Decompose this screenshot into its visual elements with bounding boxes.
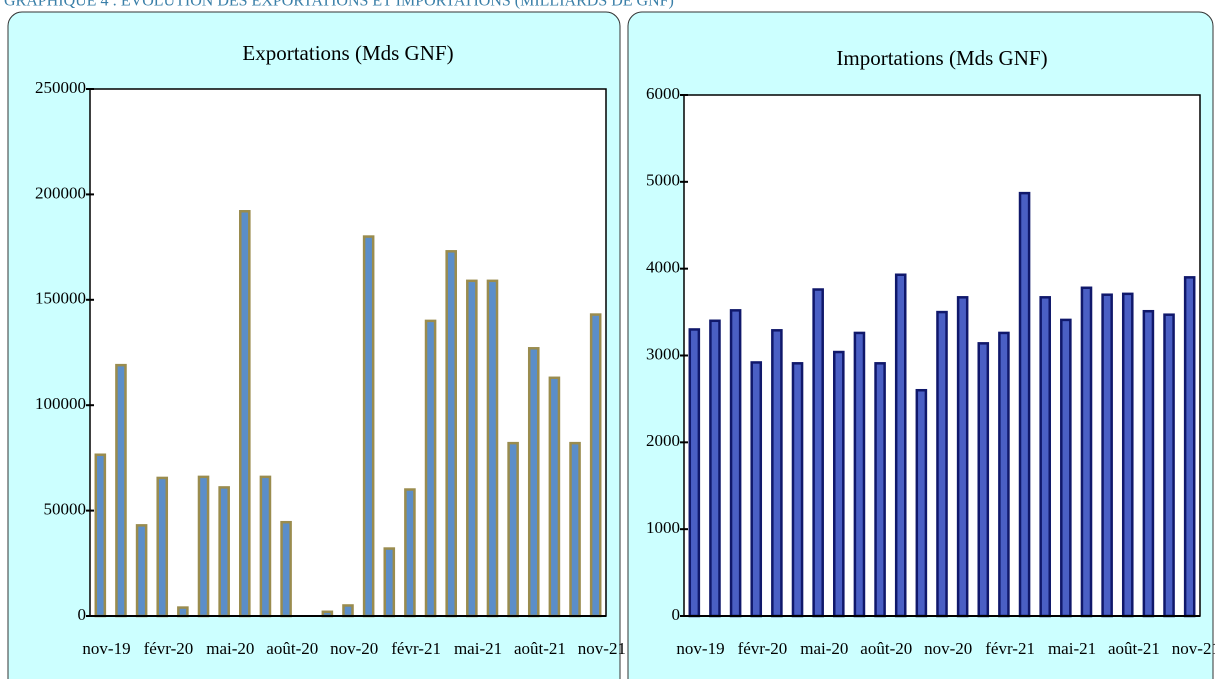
plot-area (89, 88, 607, 617)
bar (404, 488, 416, 618)
x-tick-label: août-20 (266, 639, 318, 658)
y-tick-label: 100000 (35, 394, 86, 413)
page-title: GRAPHIQUE 4 : EVOLUTION DES EXPORTATIONS… (4, 0, 674, 10)
bar (688, 328, 701, 618)
bar (94, 453, 107, 618)
chart-title: Importations (Mds GNF) (836, 46, 1047, 70)
x-tick-label: févr-20 (738, 639, 788, 658)
bar (1039, 296, 1051, 618)
bar (589, 313, 602, 618)
bar (936, 310, 948, 618)
chart-title: Exportations (Mds GNF) (242, 41, 453, 65)
x-tick-label: août-20 (860, 639, 912, 658)
y-tick-label: 2000 (646, 431, 680, 450)
x-tick-label: nov-20 (330, 639, 378, 658)
bar (771, 329, 783, 618)
x-tick-label: mai-20 (800, 639, 848, 658)
bar (569, 441, 581, 618)
x-tick-label: mai-20 (206, 639, 254, 658)
y-tick-label: 0 (672, 605, 681, 624)
x-tick-label: févr-21 (985, 639, 1035, 658)
x-tick-label: févr-21 (391, 639, 441, 658)
bar (466, 279, 478, 618)
bar (218, 486, 230, 618)
bar (977, 342, 990, 618)
bar (424, 319, 437, 618)
x-tick-label: févr-20 (144, 639, 194, 658)
y-tick-label: 6000 (646, 84, 680, 103)
x-tick-label: mai-21 (1048, 639, 1096, 658)
y-tick-label: 50000 (44, 500, 87, 519)
bar (729, 309, 742, 618)
bar (1018, 191, 1031, 618)
bar (280, 520, 292, 618)
y-tick-label: 200000 (35, 183, 86, 202)
bar (135, 524, 148, 618)
bar (812, 288, 824, 618)
bar (853, 331, 866, 618)
bar (445, 250, 457, 618)
bar (362, 235, 375, 618)
bar (833, 350, 845, 618)
bar (507, 441, 519, 618)
bar (894, 273, 907, 618)
y-tick-label: 250000 (35, 78, 86, 97)
bar (1142, 309, 1155, 618)
x-tick-label: mai-21 (454, 639, 502, 658)
bar (956, 296, 969, 618)
x-tick-label: nov-21 (578, 639, 626, 658)
bar (1080, 286, 1093, 618)
y-tick-label: 5000 (646, 171, 680, 190)
y-tick-label: 3000 (646, 344, 680, 363)
y-tick-label: 1000 (646, 518, 680, 537)
bar (791, 362, 804, 618)
bar (486, 279, 499, 618)
bar (342, 604, 354, 618)
bar (239, 210, 251, 618)
y-tick-label: 4000 (646, 258, 680, 277)
bar (383, 547, 396, 618)
bar (709, 319, 721, 618)
x-tick-label: août-21 (514, 639, 566, 658)
bar (1183, 276, 1196, 618)
x-tick-label: nov-20 (924, 639, 972, 658)
bar (115, 363, 127, 618)
bar (874, 362, 886, 618)
bar (1121, 292, 1134, 618)
y-tick-label: 150000 (35, 289, 86, 308)
x-tick-label: nov-21 (1172, 639, 1215, 658)
bar (1060, 318, 1072, 618)
x-tick-label: nov-19 (82, 639, 130, 658)
bar (259, 475, 272, 618)
bar (915, 388, 928, 618)
bar (548, 376, 561, 618)
bar (177, 606, 189, 618)
bar (156, 476, 169, 618)
bar (197, 475, 210, 618)
bar (1163, 313, 1175, 618)
y-tick-label: 0 (78, 605, 87, 624)
x-tick-label: nov-19 (676, 639, 724, 658)
bar (1101, 293, 1113, 618)
bar (998, 331, 1010, 618)
x-tick-label: août-21 (1108, 639, 1160, 658)
bar (527, 347, 540, 618)
bar (750, 361, 763, 618)
